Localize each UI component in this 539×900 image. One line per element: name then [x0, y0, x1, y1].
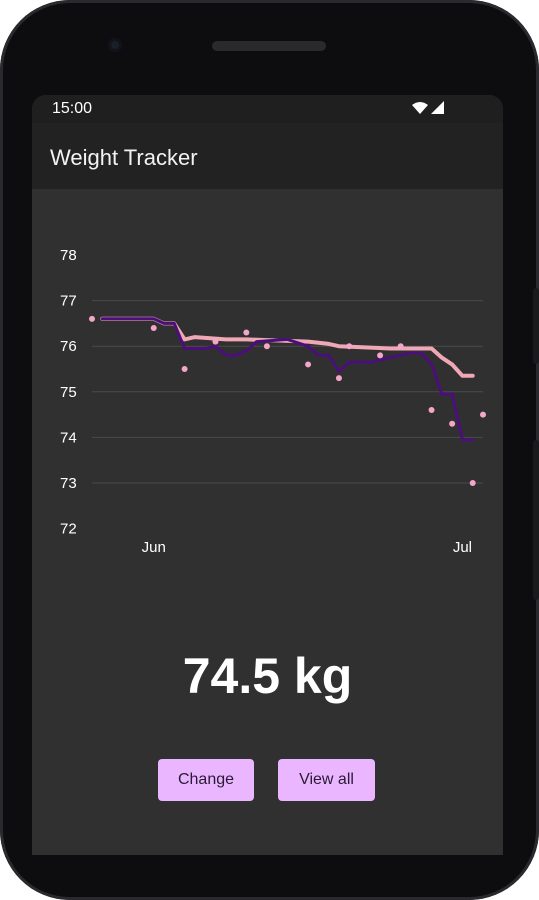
change-button[interactable]: Change	[158, 759, 254, 801]
weight-point	[377, 352, 384, 359]
earpiece-speaker	[212, 41, 326, 51]
front-camera	[108, 38, 122, 52]
smoothed-trend-line	[100, 316, 475, 378]
weight-point	[212, 338, 219, 345]
cellular-signal-icon	[431, 101, 444, 114]
y-tick-label: 75	[60, 384, 77, 401]
power-button[interactable]	[533, 288, 539, 364]
wifi-icon	[412, 102, 428, 114]
x-tick-label: Jul	[453, 539, 472, 556]
y-tick-label: 76	[60, 338, 77, 355]
y-tick-label: 78	[60, 247, 77, 264]
weight-point	[305, 361, 312, 368]
status-time: 15:00	[52, 100, 93, 117]
weight-point	[346, 343, 353, 350]
y-tick-label: 72	[60, 521, 77, 538]
weight-point	[89, 315, 95, 322]
weight-point	[449, 420, 456, 427]
status-icons	[411, 100, 449, 123]
current-weight: 74.5 kg	[182, 648, 353, 704]
weight-point	[181, 366, 188, 372]
view-all-button[interactable]: View all	[278, 759, 375, 801]
app-bar: Weight Tracker	[32, 123, 503, 189]
weight-point	[335, 375, 342, 382]
y-tick-label: 74	[60, 429, 77, 446]
y-tick-label: 77	[60, 293, 77, 310]
weight-point	[243, 329, 250, 336]
weight-point	[480, 411, 486, 418]
weight-point	[469, 480, 476, 486]
app-title: Weight Tracker	[50, 145, 198, 170]
x-tick-label: Jun	[142, 539, 166, 556]
app-screen: 15:00 Weight Tracker 78 77 76 75 74 73 72 Jun J…	[32, 95, 503, 855]
weight-point	[397, 343, 404, 350]
weight-chart: 78 77 76 75 74 73 72 Jun Jul	[60, 247, 486, 556]
weight-point	[150, 324, 157, 331]
weight-point	[428, 407, 435, 414]
weight-point	[263, 343, 270, 350]
y-tick-label: 73	[60, 475, 77, 492]
weight-line	[100, 317, 475, 442]
status-bar: 15:00	[32, 95, 503, 123]
volume-button[interactable]	[533, 440, 539, 600]
